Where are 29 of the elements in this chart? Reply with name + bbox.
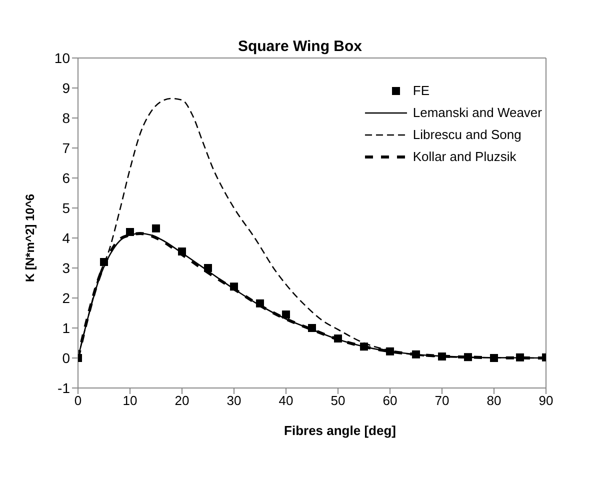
x-tick-label: 10 <box>122 393 138 408</box>
legend-label: Lemanski and Weaver <box>412 104 542 122</box>
x-tick-label: 60 <box>382 393 398 408</box>
x-tick-label: 0 <box>74 393 82 408</box>
legend-label: FE <box>412 82 430 100</box>
chart-title: Square Wing Box <box>238 38 362 55</box>
x-tick-label: 90 <box>538 393 554 408</box>
x-tick-label: 70 <box>434 393 450 408</box>
y-tick-label: 1 <box>62 320 70 336</box>
y-tick-label: 5 <box>62 200 70 216</box>
y-tick-label: 9 <box>62 80 70 96</box>
x-tick-label: 80 <box>486 393 502 408</box>
y-tick-label: -1 <box>58 380 70 396</box>
x-tick-label: 30 <box>226 393 242 408</box>
legend-label: Librescu and Song <box>412 126 522 144</box>
legend-label: Kollar and Pluzsik <box>412 148 516 166</box>
x-tick-label: 20 <box>174 393 190 408</box>
y-tick-label: 3 <box>62 260 70 276</box>
x-axis-title: Fibres angle [deg] <box>283 423 397 438</box>
y-tick-label: 2 <box>62 290 70 306</box>
y-axis-title: K [N*m^2] 10^6 <box>23 194 37 282</box>
y-tick-label: 10 <box>54 50 70 66</box>
x-tick-label: 40 <box>278 393 294 408</box>
y-tick-label: 7 <box>62 140 70 156</box>
x-tick-label: 50 <box>330 393 346 408</box>
y-tick-label: 4 <box>62 230 70 246</box>
y-tick-label: 8 <box>62 110 70 126</box>
y-tick-label: 0 <box>62 350 70 366</box>
y-tick-label: 6 <box>62 170 70 186</box>
